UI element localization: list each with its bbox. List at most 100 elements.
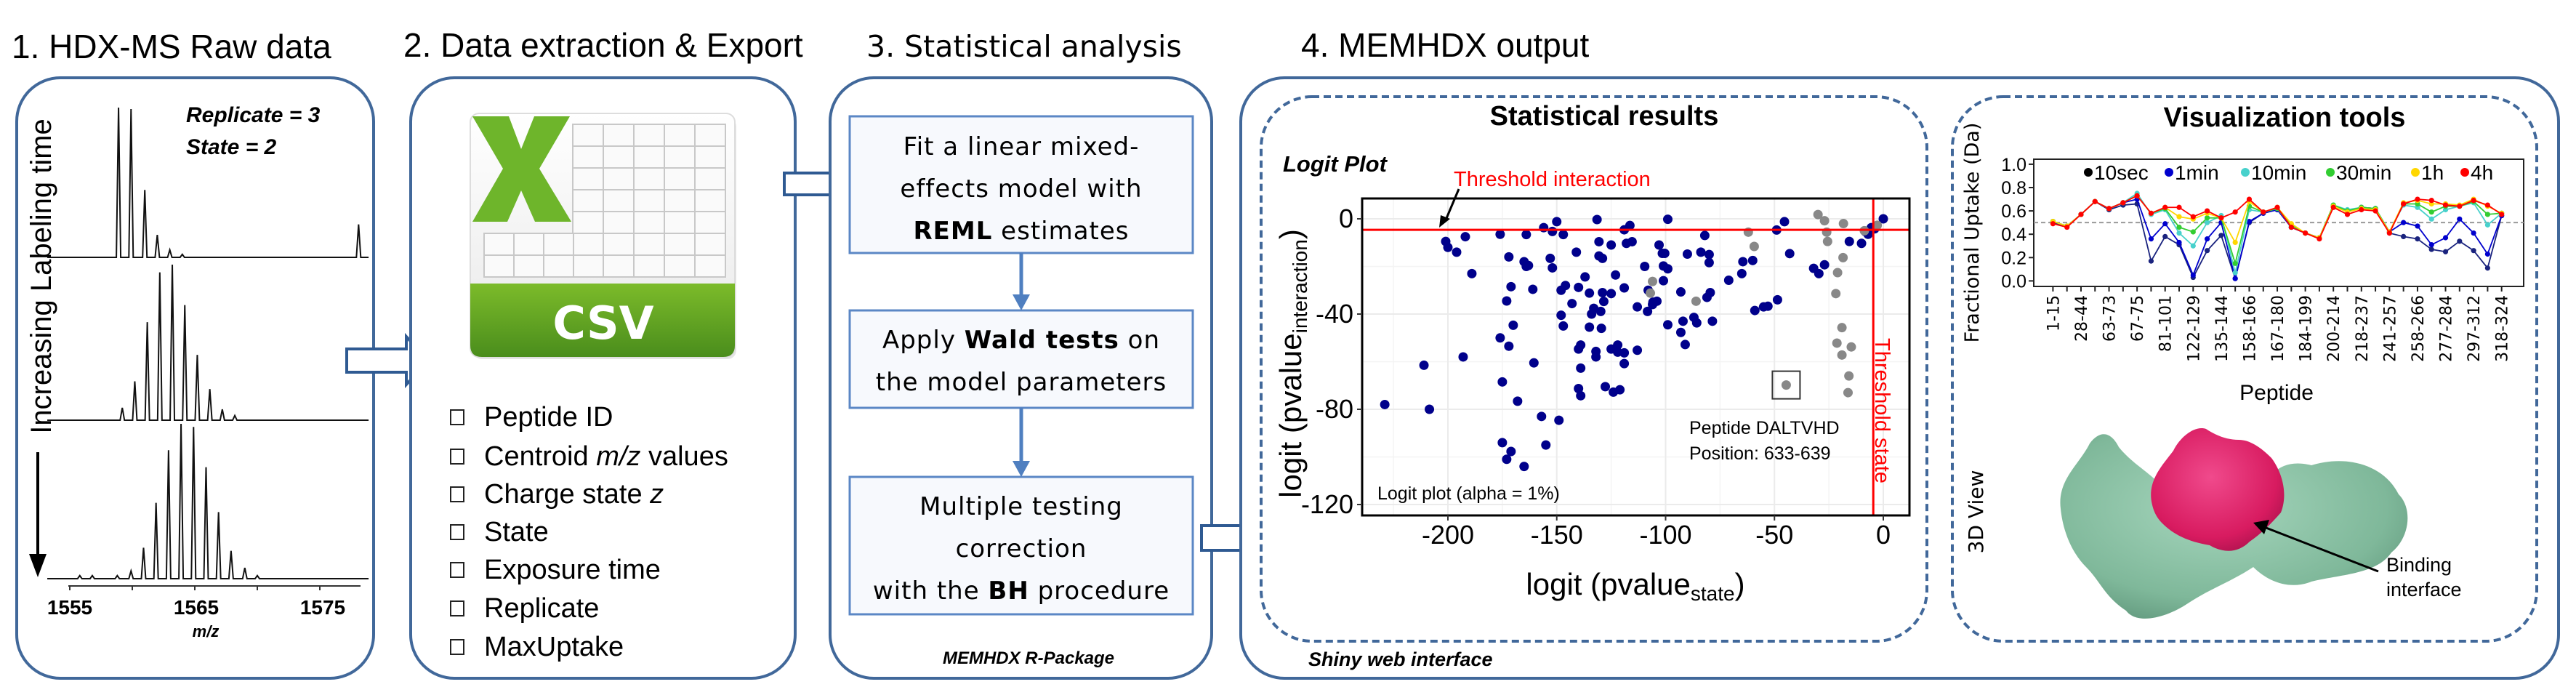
shiny-interface-label: Shiny web interface — [1308, 648, 1493, 670]
series-point — [2471, 248, 2476, 254]
series-point — [2218, 233, 2224, 238]
scatter-point — [1571, 247, 1582, 257]
scatter-point — [1574, 384, 1584, 394]
scatter-point — [1654, 240, 1665, 250]
scatter-point — [1723, 275, 1734, 285]
y-tick-label: 0 — [1339, 204, 1353, 233]
scatter-point — [1467, 268, 1477, 278]
series-point — [2415, 196, 2420, 202]
scatter-point — [1585, 288, 1595, 298]
uptake-x-axis-title: Peptide — [2239, 381, 2314, 405]
series-point — [2330, 204, 2336, 210]
scatter-point — [1508, 320, 1518, 330]
labeling-time-label: Increasing Labeling time — [25, 118, 57, 434]
scatter-point — [1781, 380, 1791, 390]
exported-field: Exposure time — [484, 555, 661, 585]
scatter-point — [1675, 287, 1686, 297]
scatter-point — [1519, 462, 1529, 472]
scatter-point — [1497, 377, 1508, 387]
scatter-point — [1662, 214, 1673, 225]
x-tick-label: 167-180 — [2269, 295, 2287, 362]
series-point — [2232, 209, 2238, 215]
x-tick-label: -150 — [1531, 520, 1583, 550]
series-point — [2190, 272, 2196, 278]
scatter-point — [1819, 216, 1830, 226]
logit-plot: -200 -150 -100 -50 0 0 -40 -80 -120 — [1301, 197, 1911, 550]
x-tick-label: 184-199 — [2298, 295, 2316, 362]
series-point — [2484, 212, 2490, 217]
y-tick-label: 0.0 — [2001, 271, 2026, 292]
step-text-line: Multiple testing — [919, 492, 1123, 521]
scatter-point — [1832, 338, 1842, 348]
series-point — [2457, 216, 2463, 222]
series-point — [2344, 212, 2351, 217]
scatter-point — [1594, 236, 1604, 246]
series-point — [2064, 224, 2070, 230]
3d-view-label: 3D View — [1964, 470, 1988, 554]
legend-label: 10sec — [2094, 161, 2149, 184]
peptide-annotation-position: Position: 633-639 — [1689, 443, 1831, 464]
scatter-point — [1576, 390, 1586, 401]
scatter-point — [1606, 289, 1617, 299]
legend-marker — [2165, 168, 2173, 177]
scatter-point — [1497, 438, 1508, 448]
scatter-point — [1838, 219, 1848, 229]
series-point — [2499, 212, 2505, 217]
series-point — [2386, 230, 2392, 236]
legend-marker — [2241, 168, 2250, 177]
scatter-point — [1691, 318, 1702, 328]
scatter-point — [1495, 229, 1505, 239]
series-point — [2261, 209, 2266, 215]
scatter-point — [1495, 333, 1505, 343]
series-point — [2359, 206, 2364, 213]
scatter-point — [1521, 230, 1531, 240]
scatter-point — [1625, 220, 1635, 230]
scatter-point — [1595, 306, 1606, 316]
scatter-point — [1460, 232, 1470, 242]
extraction-title: 2. Data extraction & Export — [403, 26, 803, 64]
series-point — [2190, 214, 2196, 220]
scatter-point — [1678, 316, 1688, 326]
step-fit-model — [848, 115, 1194, 254]
scatter-point — [1380, 399, 1390, 409]
r-package-label: MEMHDX R-Package — [943, 648, 1114, 668]
scatter-point — [1529, 358, 1539, 368]
x-tick-label: 1-15 — [2045, 295, 2063, 332]
scatter-point — [1585, 322, 1595, 332]
exported-field: Centroid m/z values — [484, 441, 728, 472]
series-point — [2471, 230, 2476, 236]
series-point — [2303, 230, 2309, 236]
exported-field: State — [484, 517, 549, 547]
scatter-point — [1640, 262, 1650, 271]
scatter-point — [1558, 321, 1569, 331]
legend-marker — [2460, 168, 2469, 177]
series-point — [2428, 246, 2434, 252]
replicate-label: Replicate = 3 — [186, 103, 321, 127]
threshold-interaction-label: Threshold interaction — [1454, 168, 1651, 191]
x-tick-label: 241-257 — [2381, 295, 2399, 362]
series-point — [2162, 221, 2168, 227]
exported-field: MaxUptake — [484, 632, 624, 662]
visualization-tools-title: Visualization tools — [2164, 103, 2406, 133]
scatter-point — [1747, 255, 1758, 265]
scatter-point — [1772, 294, 1782, 305]
scatter-point — [1699, 230, 1710, 241]
scatter-point — [1675, 327, 1686, 337]
y-tick-label: -120 — [1301, 489, 1353, 519]
mz-tick-1555: 1555 — [47, 596, 92, 619]
scatter-point — [1662, 320, 1673, 330]
series-point — [2232, 270, 2238, 276]
series-point — [2134, 193, 2140, 198]
threshold-arrow-icon — [1439, 188, 1460, 228]
scatter-point — [1878, 214, 1888, 224]
series-point — [2484, 265, 2490, 271]
scatter-point — [1443, 242, 1453, 252]
series-point — [2204, 215, 2210, 221]
scatter-point — [1615, 385, 1625, 395]
scatter-point — [1779, 217, 1790, 227]
spectrum-trace — [47, 423, 369, 579]
scatter-point — [1822, 236, 1832, 246]
series-point — [2415, 236, 2420, 242]
step-multiple-testing — [848, 475, 1194, 616]
scatter-point — [1784, 249, 1795, 259]
